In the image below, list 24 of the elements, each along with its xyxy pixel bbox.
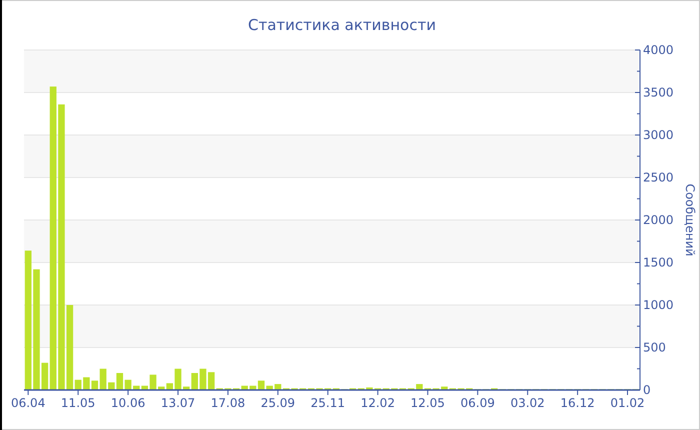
x-tick-label: 25.09 [260,396,296,410]
y-tick-label: 2000 [643,213,674,227]
y-tick-label: 1500 [643,256,674,270]
y-tick-label: 1000 [643,298,674,312]
x-tick-label: 10.06 [110,396,146,410]
y-tick-label: 500 [643,340,666,354]
x-tick-label: 03.02 [510,396,545,410]
x-tick-label: 12.02 [360,396,395,410]
x-tick-label: 16.12 [560,396,595,410]
y-tick-label: 3500 [643,86,674,100]
x-tick-label: 13.07 [160,396,196,410]
x-tick-label: 12.05 [410,396,445,410]
y-tick-label: 3000 [643,128,674,142]
y-axis-title: Сообщений [683,184,697,256]
x-tick-label: 17.08 [210,396,246,410]
y-tick-label: 0 [643,383,651,397]
x-tick-label: 25.11 [310,396,346,410]
y-tick-label: 2500 [643,170,674,184]
y-tick-label: 4000 [643,43,674,57]
x-tick-label: 11.05 [60,396,96,410]
chart-title: Статистика активности [248,16,436,34]
x-tick-label: 01.02 [610,396,645,410]
x-tick-label: 06.04 [10,396,46,410]
x-tick-label: 06.09 [460,396,495,410]
